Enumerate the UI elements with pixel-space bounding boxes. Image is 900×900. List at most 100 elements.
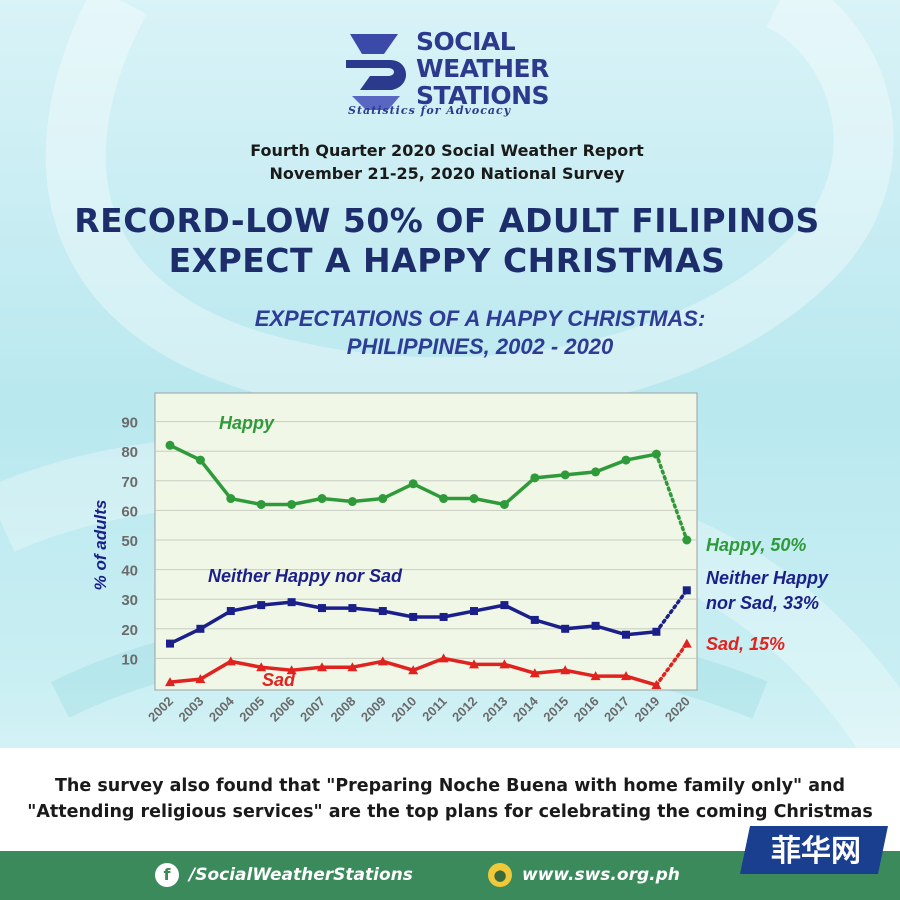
x-tick-label: 2009	[358, 694, 389, 725]
chart-title: EXPECTATIONS OF A HAPPY CHRISTMAS: PHILI…	[0, 305, 900, 361]
annotation-neither-33-line1: Neither Happy	[706, 568, 829, 588]
x-tick-label: 2002	[145, 694, 176, 725]
x-tick-label: 2014	[510, 693, 542, 725]
x-tick-label: 2016	[571, 694, 602, 725]
x-tick-label: 2017	[601, 694, 632, 725]
survey-note-line-1: The survey also found that "Preparing No…	[54, 776, 846, 796]
data-point	[561, 624, 570, 633]
y-axis-label: % of adults	[91, 500, 110, 591]
series-label-sad: Sad	[262, 670, 296, 690]
data-point	[682, 586, 691, 595]
y-tick-label: 40	[121, 563, 138, 580]
series-label-happy: Happy	[219, 413, 275, 433]
data-point	[499, 659, 510, 669]
y-tick-label: 50	[121, 533, 138, 550]
data-point	[438, 653, 449, 663]
data-point	[257, 601, 266, 610]
sws-logo-name: SOCIAL WEATHER STATIONS	[416, 27, 550, 109]
report-line-2: November 21-25, 2020 National Survey	[269, 164, 625, 183]
annotation-neither-33-line2: nor Sad, 33%	[706, 593, 819, 613]
data-point	[348, 604, 357, 613]
facebook-link[interactable]: f/SocialWeatherStations	[155, 863, 413, 887]
data-point	[409, 612, 418, 621]
series-line-dotted	[654, 588, 689, 634]
data-point	[287, 598, 296, 607]
data-point	[317, 662, 327, 672]
data-point	[226, 494, 236, 504]
x-tick-label: 2007	[297, 694, 328, 725]
data-point	[408, 479, 418, 489]
series-line-dotted	[654, 452, 689, 542]
data-point	[347, 497, 357, 507]
data-point	[499, 499, 509, 509]
data-point	[439, 612, 448, 621]
data-point	[378, 607, 387, 616]
data-point	[196, 624, 205, 633]
data-point	[318, 604, 326, 613]
survey-note: The survey also found that "Preparing No…	[0, 773, 900, 825]
x-tick-label: 2019	[631, 694, 662, 725]
x-tick-label: 2005	[236, 694, 267, 725]
data-point	[225, 656, 236, 666]
x-tick-label: 2003	[175, 694, 206, 725]
x-tick-label: 2008	[327, 694, 358, 725]
logo-name-line: SOCIAL	[416, 27, 516, 56]
data-point	[621, 671, 631, 681]
report-line-1: Fourth Quarter 2020 Social Weather Repor…	[250, 141, 644, 160]
headline-line-2: EXPECT A HAPPY CHRISTMAS	[168, 241, 726, 280]
logo-tagline: Statistics for Advocacy	[348, 104, 512, 117]
y-tick-label: 30	[121, 592, 138, 609]
website-link[interactable]: ● www.sws.org.ph	[488, 863, 680, 887]
data-point	[408, 665, 419, 675]
facebook-icon: f	[155, 863, 179, 887]
sws-logo: SOCIAL WEATHER STATIONS Statistics for A…	[340, 24, 580, 124]
watermark-text: 菲华网	[771, 834, 861, 869]
website-url: www.sws.org.ph	[522, 865, 680, 885]
data-point	[500, 601, 509, 610]
data-point	[165, 440, 175, 450]
data-point	[591, 621, 600, 630]
data-point	[651, 449, 661, 459]
survey-note-line-2: "Attending religious services" are the t…	[27, 802, 873, 822]
x-tick-label: 2012	[449, 694, 480, 725]
data-point	[256, 499, 266, 509]
data-point	[470, 607, 478, 616]
data-point	[652, 627, 661, 636]
x-tick-label: 2020	[662, 694, 693, 725]
headline-line-1: RECORD-LOW 50% OF ADULT FILIPINOS	[74, 201, 820, 240]
data-point	[347, 662, 358, 672]
data-point	[256, 662, 267, 672]
plot-area	[154, 392, 698, 691]
data-point	[165, 677, 175, 687]
data-point	[651, 680, 662, 690]
series-line-dotted	[654, 641, 689, 687]
data-point	[591, 467, 601, 477]
y-tick-label: 10	[121, 651, 138, 668]
annotation-happy-50: Happy, 50%	[706, 535, 806, 555]
data-point	[378, 494, 388, 504]
data-point	[286, 665, 297, 675]
watermark: 菲华网	[740, 826, 888, 874]
data-point	[530, 615, 539, 624]
data-point	[622, 630, 630, 639]
data-point	[621, 455, 631, 465]
data-point	[469, 659, 479, 669]
chart-title-line-2: PHILIPPINES, 2002 - 2020	[346, 334, 614, 359]
facebook-handle: /SocialWeatherStations	[189, 865, 413, 885]
data-point	[226, 607, 235, 616]
sws-logo-mark	[346, 34, 407, 110]
x-tick-label: 2015	[540, 694, 571, 725]
series-label-neither: Neither Happy nor Sad	[208, 566, 403, 586]
x-tick-label: 2013	[479, 694, 510, 725]
data-point	[439, 494, 449, 504]
data-point	[529, 668, 540, 678]
chart-title-line-1: EXPECTATIONS OF A HAPPY CHRISTMAS:	[254, 306, 706, 331]
annotation-sad-15: Sad, 15%	[706, 634, 785, 654]
x-tick-label: 2006	[267, 694, 298, 725]
y-tick-label: 80	[121, 444, 138, 461]
data-point	[560, 665, 571, 675]
x-tick-label: 2011	[419, 694, 450, 725]
x-tick-label: 2004	[206, 693, 238, 725]
report-subtitle: Fourth Quarter 2020 Social Weather Repor…	[0, 139, 894, 185]
y-tick-label: 70	[121, 474, 138, 491]
